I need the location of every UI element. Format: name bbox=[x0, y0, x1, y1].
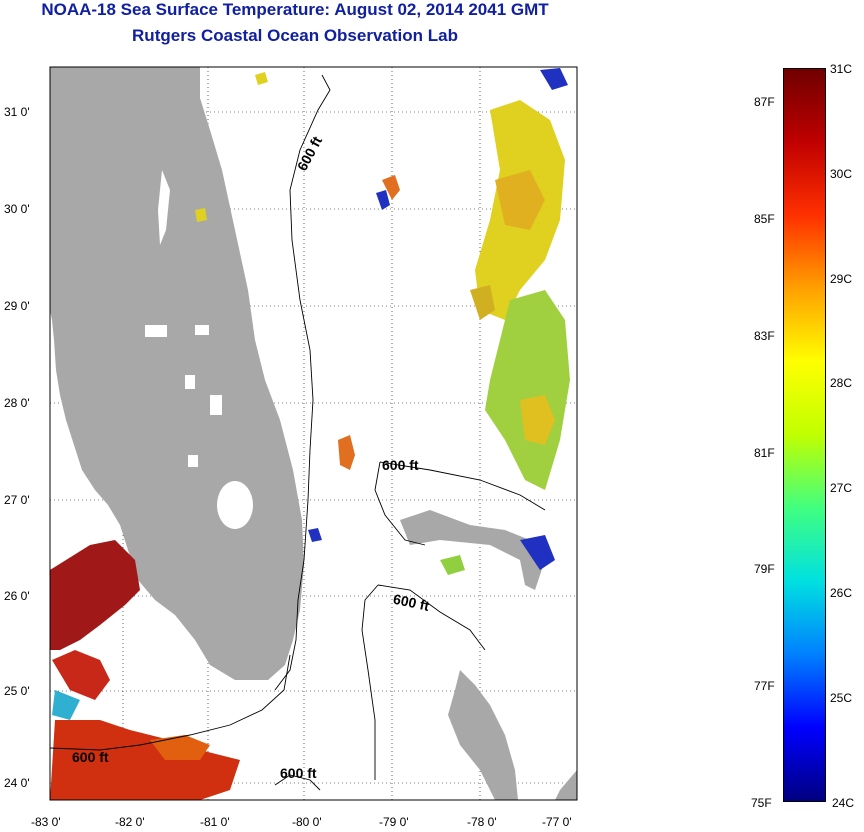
lake-shape bbox=[185, 375, 195, 389]
lake-okeechobee bbox=[217, 481, 253, 529]
latitude-ticks: 31 0' 30 0' 29 0' 28 0' 27 0' 26 0' 25 0… bbox=[4, 105, 30, 790]
colorbar-c-label: 24C bbox=[832, 796, 855, 810]
lake-shape bbox=[210, 395, 222, 415]
colorbar-f-label: 85F bbox=[754, 212, 775, 226]
colorbar-f-label: 79F bbox=[754, 562, 775, 576]
colorbar-c-label: 30C bbox=[830, 167, 853, 181]
colorbar-f-label: 87F bbox=[754, 95, 775, 109]
lat-tick: 26 0' bbox=[4, 589, 30, 603]
lon-tick: -78 0' bbox=[467, 815, 497, 829]
lon-tick: -83 0' bbox=[31, 815, 61, 829]
lat-tick: 29 0' bbox=[4, 299, 30, 313]
colorbar-f-label: 83F bbox=[754, 329, 775, 343]
lon-tick: -79 0' bbox=[379, 815, 409, 829]
colorbar-f-label: 77F bbox=[754, 679, 775, 693]
colorbar-f-label: 81F bbox=[754, 446, 775, 460]
lat-tick: 30 0' bbox=[4, 202, 30, 216]
lake-shape bbox=[188, 455, 198, 467]
lat-tick: 25 0' bbox=[4, 684, 30, 698]
bahamas-land bbox=[400, 510, 545, 590]
contour-label-bahamas: 600 ft bbox=[382, 457, 419, 473]
lat-tick: 31 0' bbox=[4, 105, 30, 119]
lat-tick: 27 0' bbox=[4, 493, 30, 507]
cuba-edge-land bbox=[555, 770, 577, 800]
lat-tick: 24 0' bbox=[4, 776, 30, 790]
colorbar-c-label: 25C bbox=[830, 691, 853, 705]
contour-label-keys: 600 ft bbox=[72, 749, 109, 765]
map-subtitle: Rutgers Coastal Ocean Observation Lab bbox=[132, 26, 458, 45]
colorbar-c-label: 31C bbox=[830, 62, 853, 76]
longitude-ticks: -83 0' -82 0' -81 0' -80 0' -79 0' -78 0… bbox=[31, 815, 572, 829]
temperature-colorbar bbox=[783, 68, 826, 802]
lon-tick: -82 0' bbox=[115, 815, 145, 829]
lat-tick: 28 0' bbox=[4, 396, 30, 410]
colorbar-c-label: 28C bbox=[830, 376, 853, 390]
colorbar-c-label: 27C bbox=[830, 481, 853, 495]
sst-patches bbox=[50, 68, 570, 800]
lon-tick: -77 0' bbox=[542, 815, 572, 829]
andros-land bbox=[448, 670, 518, 800]
lon-tick: -80 0' bbox=[292, 815, 322, 829]
colorbar-c-label: 29C bbox=[830, 272, 853, 286]
contour-label-south: 600 ft bbox=[392, 591, 431, 614]
lake-shape bbox=[195, 325, 209, 335]
lon-tick: -81 0' bbox=[200, 815, 230, 829]
colorbar-f-label: 75F bbox=[751, 796, 772, 810]
isobath-contours bbox=[49, 74, 546, 791]
contour-label-cuba: 600 ft bbox=[280, 765, 317, 781]
lake-shape bbox=[145, 325, 167, 337]
lake-shape bbox=[158, 170, 170, 245]
map-frame bbox=[49, 66, 578, 801]
colorbar-c-label: 26C bbox=[830, 586, 853, 600]
map-title: NOAA-18 Sea Surface Temperature: August … bbox=[41, 0, 549, 19]
